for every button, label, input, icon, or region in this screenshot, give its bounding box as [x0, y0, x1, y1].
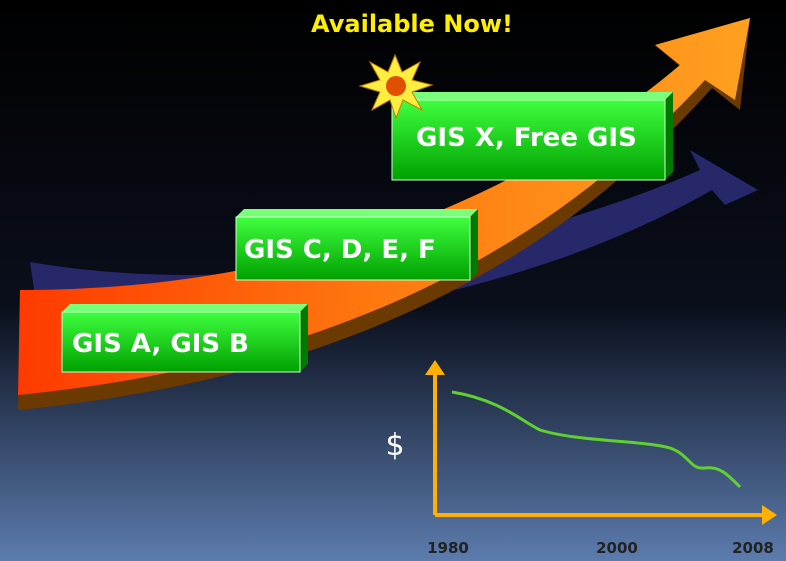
star-center	[386, 76, 406, 96]
slide: GIS A, GIS B GIS C, D, E, F GIS X, Free …	[0, 0, 786, 561]
box-label: GIS C, D, E, F	[244, 235, 436, 265]
box: GIS C, D, E, F	[236, 209, 478, 280]
box-label: GIS A, GIS B	[72, 329, 249, 359]
x-label: 1980	[427, 539, 469, 557]
x-label: 2000	[596, 539, 638, 557]
y-label: $	[385, 428, 404, 463]
box-label: GIS X, Free GIS	[416, 123, 637, 153]
callout: Available Now!	[311, 10, 513, 38]
x-label: 2008	[732, 539, 774, 557]
box: GIS X, Free GIS	[392, 92, 673, 180]
box: GIS A, GIS B	[62, 304, 308, 372]
